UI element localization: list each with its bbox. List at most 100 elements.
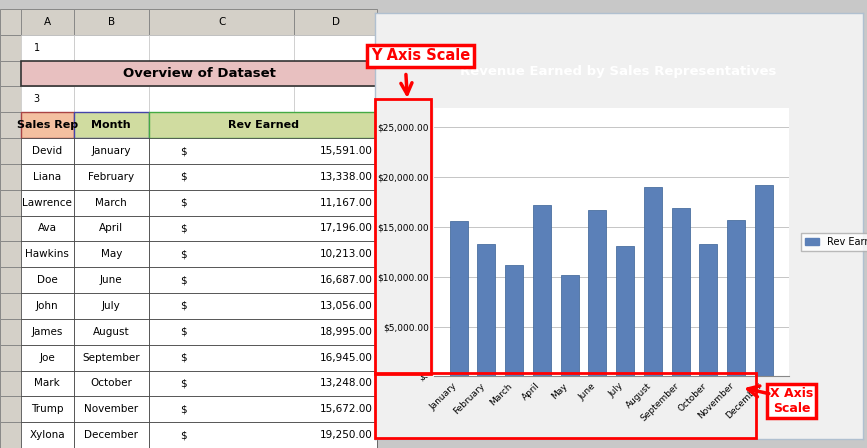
Bar bbox=[149, 345, 377, 370]
Bar bbox=[21, 138, 74, 164]
Bar bbox=[21, 138, 74, 164]
Bar bbox=[149, 138, 377, 164]
Bar bbox=[294, 293, 377, 319]
Bar bbox=[700, 245, 717, 376]
Text: September: September bbox=[82, 353, 140, 362]
Bar bbox=[149, 396, 377, 422]
Text: 17,196.00: 17,196.00 bbox=[320, 224, 373, 233]
Bar bbox=[561, 275, 578, 376]
Bar bbox=[0, 164, 74, 190]
Text: Devid: Devid bbox=[32, 146, 62, 156]
Bar bbox=[21, 422, 74, 448]
Text: X Axis
Scale: X Axis Scale bbox=[770, 387, 813, 415]
Text: B: B bbox=[108, 17, 114, 27]
Text: Hawkins: Hawkins bbox=[25, 249, 69, 259]
Text: 7: 7 bbox=[34, 198, 40, 208]
Text: Mark: Mark bbox=[35, 379, 60, 388]
Bar bbox=[644, 187, 662, 376]
Bar bbox=[74, 319, 149, 345]
Bar bbox=[149, 164, 294, 190]
Bar bbox=[21, 112, 74, 138]
Text: 15,672.00: 15,672.00 bbox=[320, 404, 373, 414]
Bar bbox=[294, 345, 377, 370]
Bar bbox=[21, 267, 74, 293]
Bar bbox=[21, 215, 74, 241]
Bar bbox=[149, 164, 377, 190]
Text: 13,248.00: 13,248.00 bbox=[320, 379, 373, 388]
Bar bbox=[0, 319, 74, 345]
Bar bbox=[672, 207, 689, 376]
Bar bbox=[74, 422, 149, 448]
Text: 4: 4 bbox=[34, 120, 40, 130]
Text: $: $ bbox=[179, 198, 186, 208]
Bar bbox=[149, 370, 294, 396]
Bar bbox=[74, 164, 149, 190]
Text: 18,995.00: 18,995.00 bbox=[320, 327, 373, 337]
Bar bbox=[149, 396, 294, 422]
Text: Month: Month bbox=[91, 120, 131, 130]
Bar bbox=[149, 241, 377, 267]
Bar bbox=[74, 267, 149, 293]
Bar bbox=[149, 215, 294, 241]
Text: Ava: Ava bbox=[37, 224, 56, 233]
Text: $: $ bbox=[179, 172, 186, 182]
Text: $: $ bbox=[179, 430, 186, 440]
Text: May: May bbox=[101, 249, 122, 259]
Text: Rev Earned: Rev Earned bbox=[227, 120, 298, 130]
Bar bbox=[294, 112, 377, 138]
Bar bbox=[505, 265, 523, 376]
Bar bbox=[294, 190, 377, 215]
Text: Liana: Liana bbox=[33, 172, 62, 182]
Bar bbox=[0, 241, 74, 267]
Bar bbox=[21, 370, 74, 396]
Text: $: $ bbox=[179, 146, 186, 156]
Text: $: $ bbox=[179, 275, 186, 285]
Text: 16: 16 bbox=[30, 430, 42, 440]
Text: 11: 11 bbox=[30, 301, 42, 311]
Bar bbox=[149, 241, 294, 267]
Bar bbox=[21, 190, 74, 215]
Bar bbox=[149, 112, 377, 138]
Text: 12: 12 bbox=[30, 327, 43, 337]
Bar bbox=[74, 345, 149, 370]
Bar bbox=[74, 112, 149, 138]
Text: Trump: Trump bbox=[31, 404, 63, 414]
Text: $: $ bbox=[179, 327, 186, 337]
Text: D: D bbox=[332, 17, 340, 27]
Bar bbox=[74, 60, 149, 86]
Text: 16,945.00: 16,945.00 bbox=[320, 353, 373, 362]
Bar bbox=[294, 138, 377, 164]
Text: 6: 6 bbox=[34, 172, 40, 182]
Bar bbox=[294, 267, 377, 293]
Bar bbox=[149, 112, 294, 138]
Bar bbox=[149, 293, 377, 319]
Bar bbox=[74, 422, 149, 448]
Text: Sales Rep: Sales Rep bbox=[16, 120, 78, 130]
Text: $: $ bbox=[179, 301, 186, 311]
Bar bbox=[616, 246, 634, 376]
Bar bbox=[74, 293, 149, 319]
Text: $: $ bbox=[179, 353, 186, 362]
Text: 10,213.00: 10,213.00 bbox=[320, 249, 373, 259]
Bar bbox=[21, 293, 74, 319]
Bar bbox=[21, 241, 74, 267]
Bar bbox=[74, 35, 149, 60]
Bar bbox=[149, 370, 377, 396]
Bar bbox=[727, 220, 745, 376]
Bar bbox=[478, 244, 495, 376]
Text: John: John bbox=[36, 301, 58, 311]
Bar bbox=[149, 9, 294, 35]
Text: August: August bbox=[93, 327, 129, 337]
Text: 14: 14 bbox=[30, 379, 42, 388]
Text: A: A bbox=[43, 17, 50, 27]
Bar bbox=[149, 138, 294, 164]
Text: Joe: Joe bbox=[39, 353, 55, 362]
Text: $: $ bbox=[179, 249, 186, 259]
Text: $: $ bbox=[179, 379, 186, 388]
Bar bbox=[294, 370, 377, 396]
Bar bbox=[21, 60, 377, 86]
Bar bbox=[294, 35, 377, 60]
Text: February: February bbox=[88, 172, 134, 182]
Text: Overview of Dataset: Overview of Dataset bbox=[122, 67, 276, 80]
Text: C: C bbox=[218, 17, 225, 27]
